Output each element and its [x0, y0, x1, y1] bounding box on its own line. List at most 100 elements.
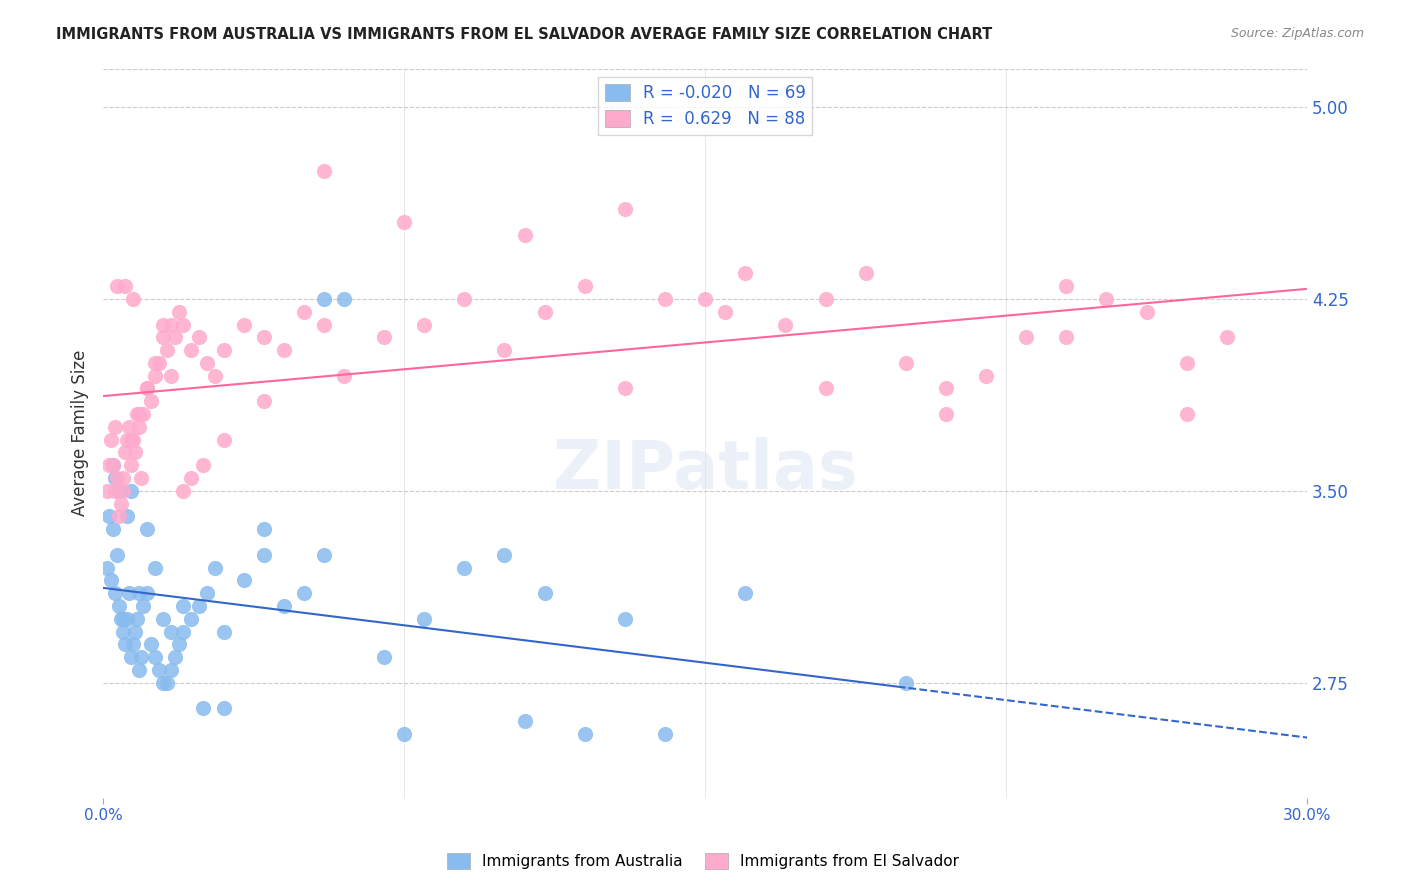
- Point: [108, 599, 131, 613]
- Point: [152, 318, 174, 332]
- Point: [101, 458, 124, 473]
- Point: [494, 343, 516, 357]
- Point: [253, 330, 276, 344]
- Point: [172, 318, 194, 332]
- Point: [188, 599, 211, 613]
- Point: [533, 586, 555, 600]
- Point: [574, 727, 596, 741]
- Point: [165, 330, 187, 344]
- Point: [373, 650, 395, 665]
- Point: [128, 586, 150, 600]
- Point: [112, 483, 135, 498]
- Point: [122, 292, 145, 306]
- Point: [1175, 356, 1198, 370]
- Point: [204, 560, 226, 574]
- Point: [204, 368, 226, 383]
- Point: [333, 292, 356, 306]
- Point: [148, 663, 170, 677]
- Point: [894, 676, 917, 690]
- Point: [129, 650, 152, 665]
- Point: [935, 382, 957, 396]
- Point: [112, 612, 135, 626]
- Point: [312, 318, 335, 332]
- Point: [143, 356, 166, 370]
- Text: ZIPatlas: ZIPatlas: [553, 437, 858, 503]
- Point: [124, 624, 146, 639]
- Point: [129, 471, 152, 485]
- Point: [232, 574, 254, 588]
- Point: [312, 292, 335, 306]
- Point: [141, 638, 163, 652]
- Point: [160, 318, 183, 332]
- Point: [108, 509, 131, 524]
- Point: [115, 509, 138, 524]
- Point: [127, 612, 149, 626]
- Point: [392, 727, 415, 741]
- Point: [169, 304, 191, 318]
- Point: [136, 522, 159, 536]
- Point: [124, 445, 146, 459]
- Point: [128, 420, 150, 434]
- Point: [143, 650, 166, 665]
- Point: [112, 624, 135, 639]
- Point: [714, 304, 737, 318]
- Point: [312, 164, 335, 178]
- Point: [513, 227, 536, 242]
- Point: [120, 650, 142, 665]
- Point: [120, 483, 142, 498]
- Point: [392, 215, 415, 229]
- Point: [112, 471, 135, 485]
- Point: [160, 624, 183, 639]
- Point: [156, 343, 179, 357]
- Point: [108, 483, 131, 498]
- Point: [413, 612, 436, 626]
- Point: [453, 560, 475, 574]
- Point: [122, 638, 145, 652]
- Text: IMMIGRANTS FROM AUSTRALIA VS IMMIGRANTS FROM EL SALVADOR AVERAGE FAMILY SIZE COR: IMMIGRANTS FROM AUSTRALIA VS IMMIGRANTS …: [56, 27, 993, 42]
- Point: [333, 368, 356, 383]
- Point: [1175, 407, 1198, 421]
- Point: [104, 586, 127, 600]
- Point: [814, 382, 837, 396]
- Point: [180, 343, 202, 357]
- Point: [292, 304, 315, 318]
- Point: [118, 586, 141, 600]
- Point: [814, 292, 837, 306]
- Point: [1015, 330, 1038, 344]
- Point: [143, 560, 166, 574]
- Text: Source: ZipAtlas.com: Source: ZipAtlas.com: [1230, 27, 1364, 40]
- Point: [120, 458, 142, 473]
- Point: [693, 292, 716, 306]
- Point: [96, 483, 118, 498]
- Point: [1054, 279, 1077, 293]
- Point: [613, 382, 636, 396]
- Point: [212, 433, 235, 447]
- Point: [574, 279, 596, 293]
- Point: [253, 548, 276, 562]
- Point: [232, 318, 254, 332]
- Point: [136, 382, 159, 396]
- Point: [734, 586, 756, 600]
- Point: [253, 394, 276, 409]
- Point: [160, 368, 183, 383]
- Point: [654, 727, 676, 741]
- Point: [292, 586, 315, 600]
- Point: [115, 433, 138, 447]
- Point: [894, 356, 917, 370]
- Point: [212, 343, 235, 357]
- Point: [104, 471, 127, 485]
- Point: [114, 638, 136, 652]
- Point: [120, 433, 142, 447]
- Point: [110, 612, 132, 626]
- Point: [413, 318, 436, 332]
- Point: [188, 330, 211, 344]
- Point: [98, 458, 121, 473]
- Point: [1216, 330, 1239, 344]
- Point: [141, 394, 163, 409]
- Point: [312, 548, 335, 562]
- Point: [104, 483, 127, 498]
- Point: [513, 714, 536, 729]
- Point: [494, 548, 516, 562]
- Point: [693, 842, 716, 856]
- Point: [100, 433, 122, 447]
